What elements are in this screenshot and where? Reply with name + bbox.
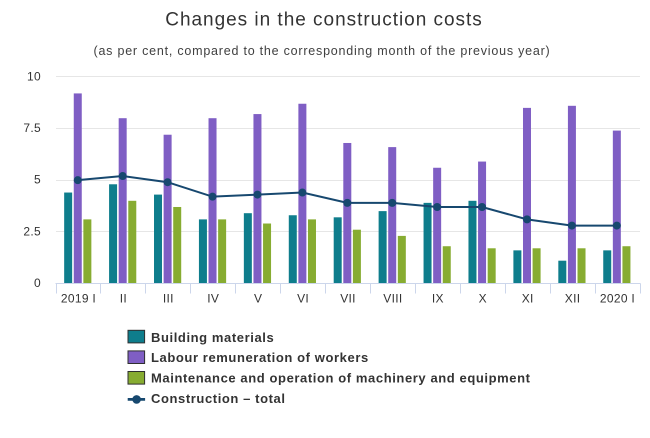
svg-text:VII: VII	[340, 292, 356, 306]
svg-text:XI: XI	[522, 292, 534, 306]
svg-text:V: V	[254, 292, 262, 306]
svg-text:0: 0	[34, 276, 41, 290]
svg-text:10: 10	[27, 70, 41, 84]
svg-text:7.5: 7.5	[23, 121, 41, 135]
svg-text:2019 I: 2019 I	[61, 292, 96, 306]
svg-text:III: III	[163, 292, 174, 306]
svg-text:Changes in the construction co: Changes in the construction costs	[165, 9, 483, 30]
svg-text:VI: VI	[297, 292, 309, 306]
svg-text:XII: XII	[565, 292, 581, 306]
svg-text:II: II	[120, 292, 127, 306]
svg-text:5: 5	[34, 173, 41, 187]
svg-text:Building materials: Building materials	[151, 330, 274, 345]
svg-text:X: X	[479, 292, 487, 306]
svg-text:IV: IV	[207, 292, 219, 306]
svg-text:Maintenance and operation of m: Maintenance and operation of machinery a…	[151, 371, 531, 386]
svg-text:(as per cent, compared to the: (as per cent, compared to the correspond…	[94, 44, 551, 58]
svg-text:IX: IX	[432, 292, 444, 306]
svg-text:Construction – total: Construction – total	[151, 391, 286, 406]
svg-text:2.5: 2.5	[23, 224, 41, 238]
svg-text:2020 I: 2020 I	[600, 292, 635, 306]
svg-text:VIII: VIII	[383, 292, 402, 306]
svg-text:Labour remuneration of workers: Labour remuneration of workers	[151, 350, 369, 365]
